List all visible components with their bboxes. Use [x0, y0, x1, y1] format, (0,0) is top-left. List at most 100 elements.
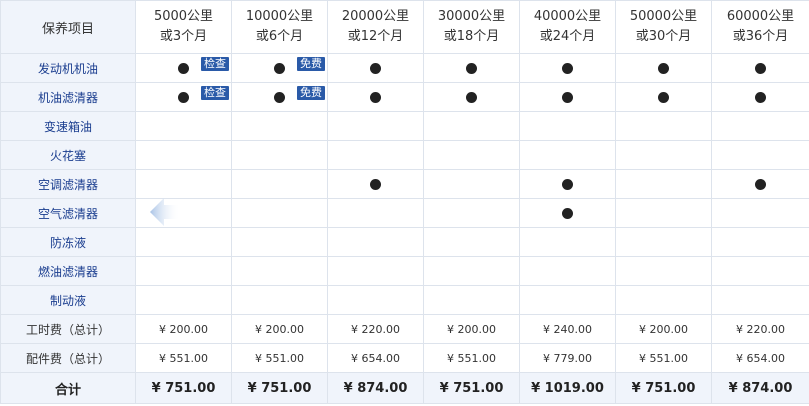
schedule-cell [327, 227, 424, 257]
schedule-cell [423, 227, 520, 257]
schedule-cell [231, 111, 328, 141]
interval-header-0: 5000公里 或3个月 [135, 0, 232, 54]
total-value: ¥ 751.00 [615, 372, 712, 404]
labor-fee-value: ¥ 220.00 [711, 314, 809, 344]
schedule-cell [711, 140, 809, 170]
labor-fee-value: ¥ 200.00 [615, 314, 712, 344]
corner-label: 保养项目 [0, 0, 136, 54]
schedule-cell [519, 82, 616, 112]
schedule-cell: 检查 [135, 82, 232, 112]
interval-header-6: 60000公里 或36个月 [711, 0, 809, 54]
schedule-cell [519, 53, 616, 83]
schedule-cell [711, 169, 809, 199]
maintenance-item-row: 发动机机油 检查 免费 [0, 53, 809, 83]
schedule-cell [711, 111, 809, 141]
schedule-cell [327, 256, 424, 286]
schedule-cell [135, 227, 232, 257]
filled-circle-icon [466, 91, 477, 103]
schedule-cell [615, 82, 712, 112]
schedule-cell [711, 256, 809, 286]
schedule-cell [519, 285, 616, 315]
total-row: 合计 ¥ 751.00 ¥ 751.00 ¥ 874.00 ¥ 751.00 ¥… [0, 372, 809, 404]
schedule-cell [615, 285, 712, 315]
schedule-cell [711, 285, 809, 315]
filled-circle-icon [658, 62, 669, 74]
schedule-cell [423, 111, 520, 141]
filled-circle-icon [370, 91, 381, 103]
filled-circle-icon [658, 91, 669, 103]
schedule-cell [519, 198, 616, 228]
schedule-cell [615, 53, 712, 83]
filled-circle-icon [755, 91, 766, 103]
maintenance-item-row: 空调滤清器 [0, 169, 809, 199]
total-value: ¥ 751.00 [231, 372, 328, 404]
schedule-cell [231, 198, 328, 228]
header-row: 保养项目 5000公里 或3个月 10000公里 或6个月 20000公里 或12个月… [0, 0, 809, 54]
schedule-cell [423, 53, 520, 83]
total-value: ¥ 874.00 [711, 372, 809, 404]
maintenance-item-label: 空调滤清器 [0, 169, 136, 199]
maintenance-item-label: 空气滤清器 [0, 198, 136, 228]
filled-circle-icon [562, 207, 573, 219]
schedule-cell [327, 169, 424, 199]
filled-circle-icon [562, 62, 573, 74]
interval-header-5: 50000公里 或30个月 [615, 0, 712, 54]
filled-circle-icon [562, 91, 573, 103]
parts-fee-value: ¥ 779.00 [519, 343, 616, 373]
total-label: 合计 [0, 372, 136, 404]
schedule-cell [327, 111, 424, 141]
schedule-cell [231, 256, 328, 286]
schedule-cell [327, 140, 424, 170]
schedule-cell: 检查 [135, 53, 232, 83]
maintenance-item-label: 燃油滤清器 [0, 256, 136, 286]
schedule-cell [615, 227, 712, 257]
schedule-cell [519, 256, 616, 286]
schedule-cell [519, 227, 616, 257]
filled-circle-icon [755, 62, 766, 74]
schedule-cell [327, 198, 424, 228]
schedule-cell [327, 82, 424, 112]
filled-circle-icon [274, 91, 285, 103]
schedule-cell [615, 140, 712, 170]
service-tag-badge: 免费 [297, 57, 325, 71]
maintenance-item-row: 防冻液 [0, 227, 809, 257]
arrow-left-icon[interactable] [148, 196, 180, 228]
schedule-cell [135, 285, 232, 315]
schedule-cell [423, 256, 520, 286]
maintenance-item-label: 火花塞 [0, 140, 136, 170]
schedule-cell [615, 256, 712, 286]
schedule-cell [327, 53, 424, 83]
schedule-cell [423, 285, 520, 315]
schedule-cell [711, 53, 809, 83]
schedule-cell [423, 198, 520, 228]
schedule-cell [519, 111, 616, 141]
total-value: ¥ 751.00 [135, 372, 232, 404]
schedule-cell [615, 111, 712, 141]
parts-fee-value: ¥ 551.00 [423, 343, 520, 373]
schedule-cell [519, 140, 616, 170]
schedule-cell [615, 169, 712, 199]
maintenance-items: 发动机机油 检查 免费 机油滤清器 检查 免费 变速箱油 火花塞 空调滤清器 空气滤清器 防冻液 燃油… [0, 53, 809, 315]
schedule-cell [615, 198, 712, 228]
labor-fee-value: ¥ 200.00 [135, 314, 232, 344]
maintenance-item-label: 防冻液 [0, 227, 136, 257]
filled-circle-icon [178, 62, 189, 74]
interval-header-3: 30000公里 或18个月 [423, 0, 520, 54]
schedule-cell [327, 285, 424, 315]
maintenance-item-label: 变速箱油 [0, 111, 136, 141]
schedule-cell [711, 82, 809, 112]
interval-header-4: 40000公里 或24个月 [519, 0, 616, 54]
schedule-cell [231, 140, 328, 170]
schedule-cell [231, 285, 328, 315]
maintenance-item-row: 火花塞 [0, 140, 809, 170]
schedule-cell [135, 111, 232, 141]
filled-circle-icon [562, 178, 573, 190]
maintenance-item-label: 制动液 [0, 285, 136, 315]
service-tag-badge: 免费 [297, 86, 325, 100]
maintenance-item-label: 发动机机油 [0, 53, 136, 83]
maintenance-item-row: 变速箱油 [0, 111, 809, 141]
schedule-cell [423, 82, 520, 112]
maintenance-item-row: 空气滤清器 [0, 198, 809, 228]
schedule-cell [231, 169, 328, 199]
parts-fee-label: 配件费（总计） [0, 343, 136, 373]
